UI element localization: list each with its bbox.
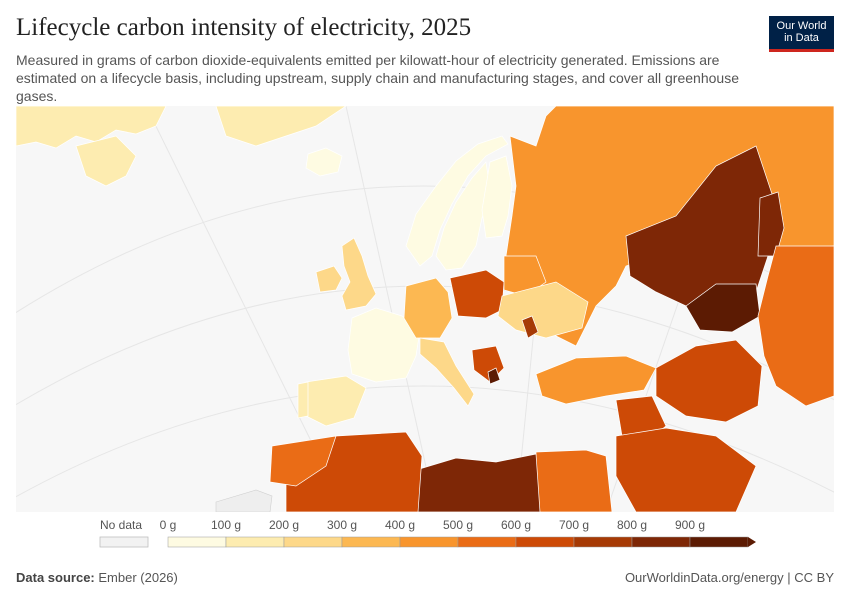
map-region[interactable]	[625, 145, 777, 307]
map-region[interactable]	[497, 281, 589, 339]
chart-subtitle: Measured in grams of carbon dioxide-equi…	[16, 52, 739, 104]
map-region[interactable]	[269, 435, 337, 487]
legend-tick-label: 800 g	[617, 518, 647, 532]
map-region[interactable]	[535, 449, 613, 512]
map-region[interactable]	[655, 339, 763, 423]
legend-tick-label: 200 g	[269, 518, 299, 532]
map-no-data-region	[215, 489, 273, 512]
legend-no-data-label: No data	[100, 518, 142, 532]
map-region[interactable]	[521, 315, 539, 339]
legend-no-data-swatch	[99, 536, 149, 548]
legend-bin[interactable]	[515, 536, 575, 548]
logo-line-1: Our World	[776, 20, 827, 32]
legend-bin[interactable]	[283, 536, 343, 548]
data-source-label: Data source:	[16, 570, 95, 585]
legend-bin[interactable]	[457, 536, 517, 548]
legend-tick-label: 0 g	[160, 518, 177, 532]
legend-bin[interactable]	[689, 536, 749, 548]
legend-bin[interactable]	[399, 536, 459, 548]
legend-bin[interactable]	[631, 536, 691, 548]
legend-bin[interactable]	[167, 536, 227, 548]
map-region[interactable]	[449, 269, 505, 319]
map-region[interactable]	[341, 237, 377, 311]
map-region[interactable]	[419, 337, 475, 407]
map-region[interactable]	[403, 277, 453, 339]
map-region[interactable]	[297, 381, 309, 419]
legend-bin[interactable]	[341, 536, 401, 548]
legend-bin[interactable]	[573, 536, 633, 548]
map-region[interactable]	[535, 355, 657, 405]
chart-title: Lifecycle carbon intensity of electricit…	[16, 14, 472, 41]
color-legend: No data 0 g 100 g 200 g 300 g 400 g 500 g 600 …	[99, 518, 756, 548]
map-region[interactable]	[481, 155, 513, 239]
owid-logo[interactable]: Our World in Data	[769, 16, 834, 52]
legend-tick-label: 100 g	[211, 518, 241, 532]
map-region[interactable]	[405, 135, 509, 267]
map-region[interactable]	[347, 307, 421, 383]
footer-url[interactable]: OurWorldinData.org/energy | CC BY	[624, 570, 834, 585]
map-region[interactable]	[615, 427, 757, 512]
map-region[interactable]	[305, 147, 343, 177]
legend-tick-label: 500 g	[443, 518, 473, 532]
legend-tick-label: 900 g	[675, 518, 705, 532]
map-region[interactable]	[757, 191, 785, 257]
legend-tick-label: 300 g	[327, 518, 357, 532]
map-region[interactable]	[487, 367, 501, 385]
legend-bin[interactable]	[225, 536, 285, 548]
choropleth-map	[16, 106, 834, 512]
map-region[interactable]	[215, 106, 347, 147]
map-region[interactable]	[415, 453, 541, 512]
legend-arrow-icon	[748, 537, 756, 547]
logo-line-2: in Data	[784, 32, 819, 44]
legend-tick-label: 600 g	[501, 518, 531, 532]
map-region[interactable]	[757, 245, 834, 407]
legend-tick-label: 400 g	[385, 518, 415, 532]
data-source: Data source: Ember (2026)	[16, 570, 178, 585]
legend-tick-label: 700 g	[559, 518, 589, 532]
map-region[interactable]	[315, 265, 343, 293]
data-source-value[interactable]: Ember (2026)	[98, 570, 178, 585]
map-region[interactable]	[75, 135, 137, 187]
